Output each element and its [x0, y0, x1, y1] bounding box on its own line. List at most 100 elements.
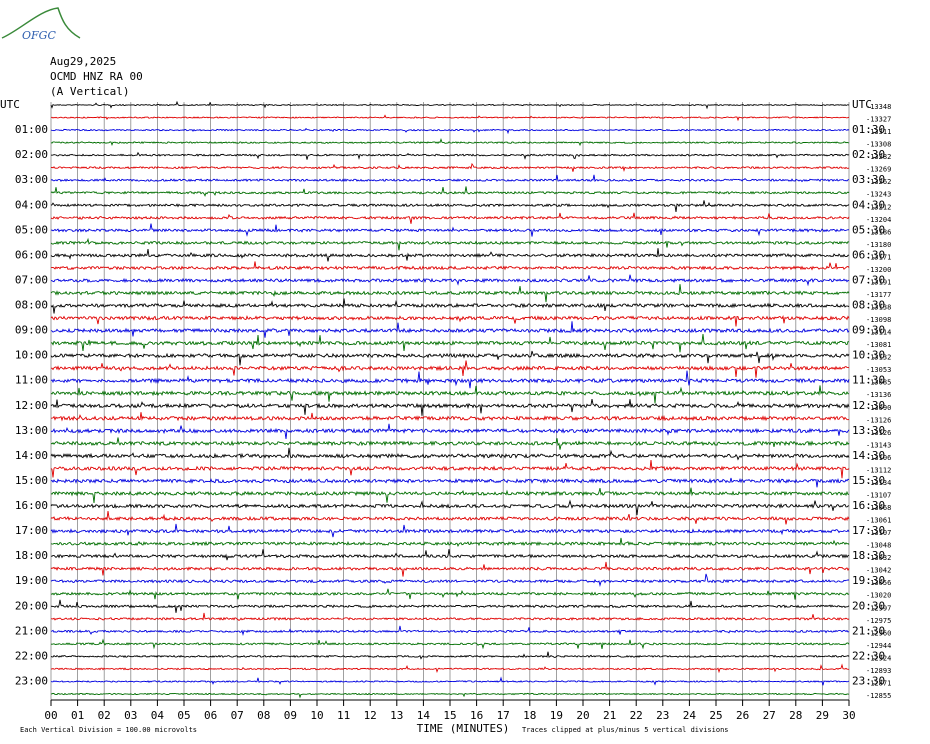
trace [50, 127, 850, 135]
trace [50, 137, 850, 147]
row-offset: -13090 [866, 404, 891, 412]
row-offset: -13136 [866, 391, 891, 399]
row-offset: -13132 [866, 354, 891, 362]
logo: OFGC [1, 7, 81, 42]
x-tick-label: 18 [523, 709, 536, 722]
row-end-label: 23:30 [852, 674, 885, 687]
row-start-label: 13:00 [15, 424, 48, 437]
row-offset: -13143 [866, 441, 891, 449]
x-axis-label: TIME (MINUTES) [417, 722, 510, 735]
row-offset: -13107 [866, 491, 891, 499]
trace [50, 315, 850, 327]
row-end-label: 11:30 [852, 374, 885, 387]
row-end-label: 09:30 [852, 324, 885, 337]
component: (A Vertical) [50, 85, 129, 98]
logo-text: OFGC [22, 29, 56, 42]
row-start-label: 11:00 [15, 374, 48, 387]
trace [51, 360, 850, 378]
row-offset: -13282 [866, 153, 891, 161]
row-end-label: 02:30 [852, 148, 885, 161]
trace [50, 237, 850, 251]
row-start-label: 03:00 [15, 173, 48, 186]
row-start-label: 22:00 [15, 649, 48, 662]
row-offset: -13107 [866, 529, 891, 537]
row-offset: -13106 [866, 454, 891, 462]
x-tick-label: 07 [231, 709, 244, 722]
x-tick-label: 03 [124, 709, 137, 722]
trace [50, 638, 850, 650]
trace [50, 162, 850, 172]
row-start-label: 21:00 [15, 624, 48, 637]
row-end-label: 05:30 [852, 223, 885, 236]
row-offset: -13032 [866, 554, 891, 562]
trace [50, 100, 850, 110]
x-tick-label: 15 [443, 709, 456, 722]
trace [50, 625, 850, 637]
trace [50, 370, 850, 389]
trace [50, 248, 850, 262]
row-offset: -13126 [866, 429, 891, 437]
row-end-label: UTC [852, 98, 872, 111]
row-offset: -12997 [866, 604, 891, 612]
row-offset: -13171 [866, 253, 891, 261]
row-offset: -12871 [866, 679, 891, 687]
trace [50, 588, 850, 600]
x-tick-label: 17 [497, 709, 510, 722]
x-tick-label: 14 [417, 709, 431, 722]
trace [50, 676, 850, 686]
row-end-label: 16:30 [852, 499, 885, 512]
trace [50, 523, 850, 538]
row-start-label: 05:00 [15, 223, 48, 236]
x-tick-label: 13 [390, 709, 403, 722]
trace [50, 477, 850, 488]
row-offset: -13112 [866, 466, 891, 474]
row-offset: -13114 [866, 329, 891, 337]
row-start-label: 01:00 [15, 123, 48, 136]
row-start-label: 09:00 [15, 324, 48, 337]
trace [50, 459, 850, 479]
row-start-label: 20:00 [15, 599, 48, 612]
x-tick-label: 21 [603, 709, 616, 722]
trace [50, 599, 850, 613]
trace [50, 151, 850, 160]
row-end-label: 18:30 [852, 549, 885, 562]
x-tick-label: 23 [656, 709, 669, 722]
row-offset: -12893 [866, 667, 891, 675]
row-offset: -13186 [866, 228, 891, 236]
row-offset: -13068 [866, 504, 891, 512]
row-offset: -13191 [866, 278, 891, 286]
row-start-label: 02:00 [15, 148, 48, 161]
row-offset: -13126 [866, 416, 891, 424]
row-offset: -13311 [866, 128, 891, 136]
trace [50, 692, 850, 699]
row-offset: -13134 [866, 479, 891, 487]
row-offset: -12855 [866, 692, 891, 700]
trace [50, 499, 850, 516]
trace [50, 399, 850, 416]
row-end-label: 08:30 [852, 299, 885, 312]
row-start-label: 07:00 [15, 273, 48, 286]
row-start-label: UTC [0, 98, 20, 111]
trace [50, 274, 850, 287]
x-tick-label: 05 [177, 709, 190, 722]
row-end-label: 10:30 [852, 349, 885, 362]
trace [50, 511, 850, 525]
trace [50, 284, 850, 303]
row-start-label: 04:00 [15, 198, 48, 211]
row-end-label: 03:30 [852, 173, 885, 186]
trace [50, 333, 850, 353]
row-offset: -12960 [866, 629, 891, 637]
row-offset: -13212 [866, 203, 891, 211]
row-end-label: 13:30 [852, 424, 885, 437]
x-tick-label: 19 [550, 709, 563, 722]
x-tick-label: 28 [789, 709, 802, 722]
row-offset: -13061 [866, 517, 891, 525]
row-start-label: 06:00 [15, 248, 48, 261]
row-end-label: 17:30 [852, 524, 885, 537]
row-offset: -12924 [866, 654, 891, 662]
x-tick-label: 04 [151, 709, 165, 722]
row-start-label: 15:00 [15, 474, 48, 487]
row-offset: -13180 [866, 241, 891, 249]
row-offset: -13177 [866, 291, 891, 299]
clip-note: Traces clipped at plus/minus 5 vertical … [522, 726, 729, 734]
